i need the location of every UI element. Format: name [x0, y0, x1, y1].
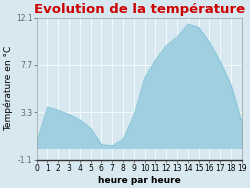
Y-axis label: Température en °C: Température en °C — [4, 46, 13, 131]
X-axis label: heure par heure: heure par heure — [98, 176, 180, 185]
Title: Evolution de la température: Evolution de la température — [34, 3, 245, 17]
